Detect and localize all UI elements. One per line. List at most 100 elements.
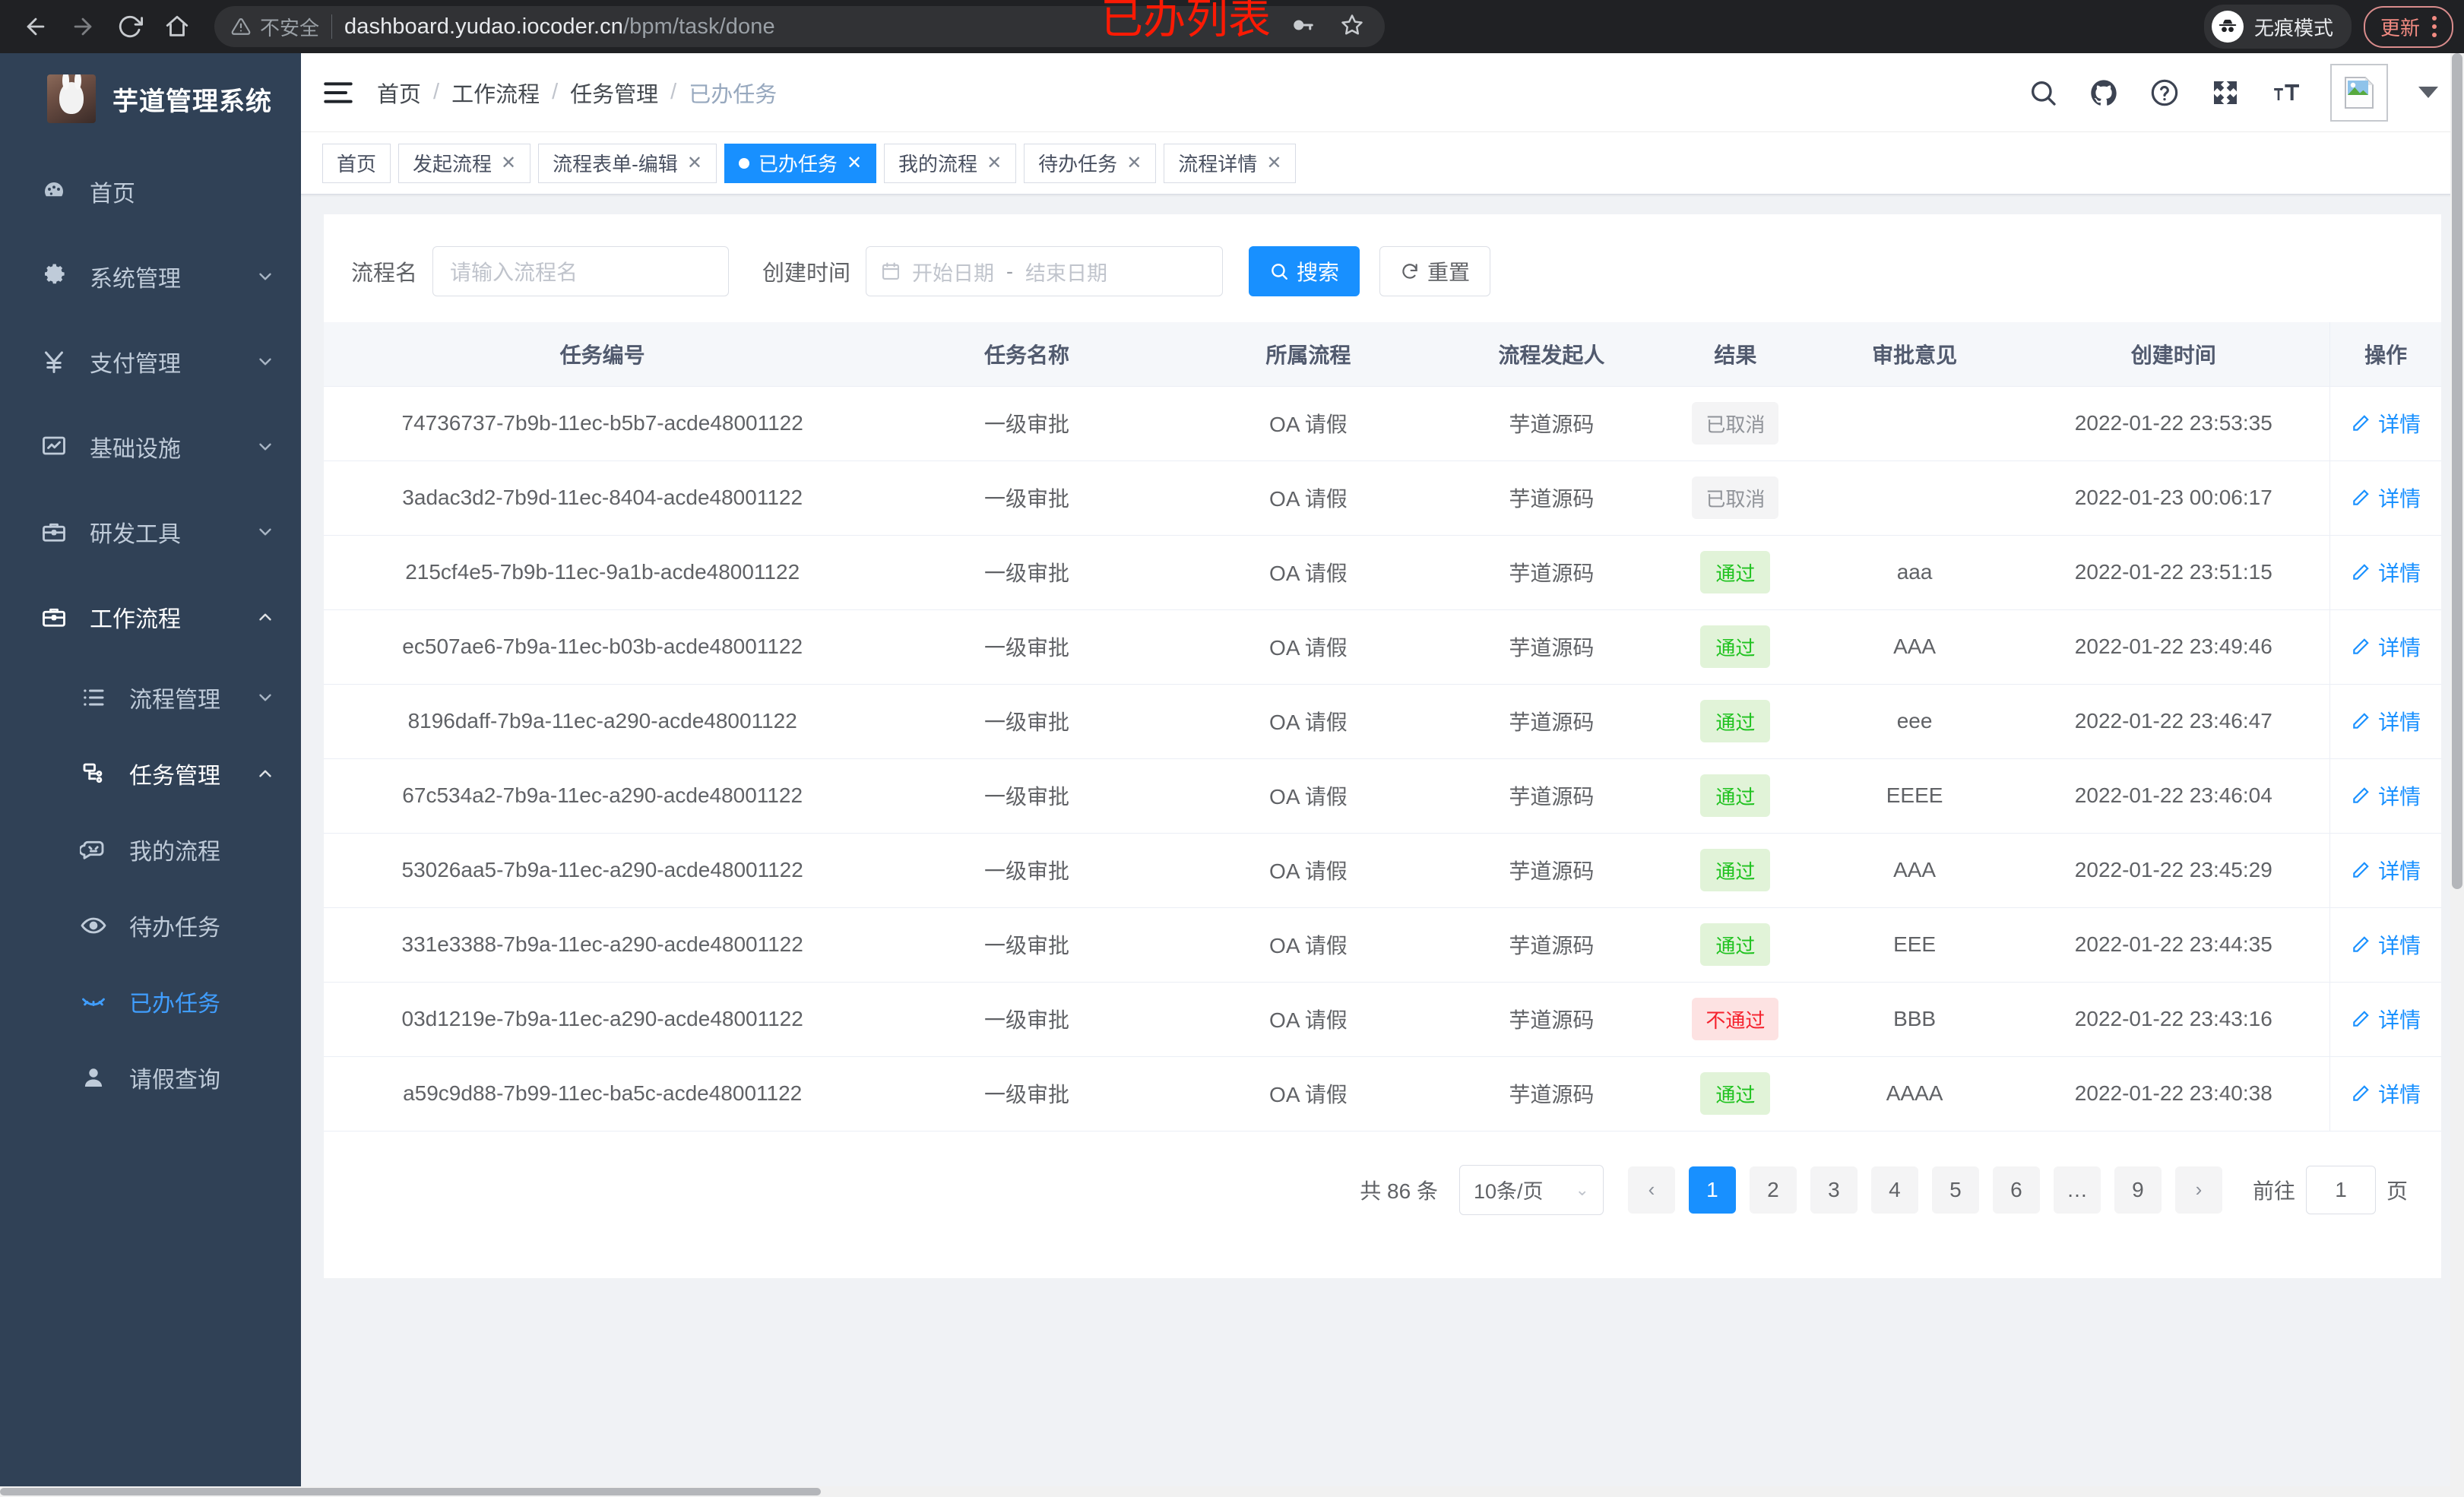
help-circle-icon[interactable] (2148, 76, 2181, 109)
page-button-3[interactable]: 3 (1810, 1166, 1858, 1214)
vertical-scrollbar[interactable] (2450, 53, 2464, 1497)
top-navbar: 首页 / 工作流程 / 任务管理 / 已办任务 (301, 53, 2464, 132)
page-button-2[interactable]: 2 (1749, 1166, 1797, 1214)
sidebar-item-my-process[interactable]: 我的流程 (0, 812, 301, 888)
detail-link[interactable]: 详情 (2351, 855, 2421, 885)
detail-link[interactable]: 详情 (2351, 483, 2421, 513)
sidebar-item-infrastructure[interactable]: 基础设施 (0, 404, 301, 489)
browser-toolbar: 不安全 dashboard.yudao.iocoder.cn/bpm/task/… (0, 0, 2464, 53)
forward-button[interactable] (59, 3, 106, 50)
search-button-label: 搜索 (1297, 261, 1340, 284)
cell-task-id: 67c534a2-7b9a-11ec-a290-acde48001122 (324, 758, 882, 834)
cell-created: 2022-01-22 23:46:04 (2017, 758, 2330, 834)
tab-close-icon[interactable]: ✕ (686, 152, 702, 173)
tab-done-task[interactable]: 已办任务 ✕ (724, 143, 877, 183)
tab-close-icon[interactable]: ✕ (1266, 152, 1282, 173)
tab-close-icon[interactable]: ✕ (846, 152, 863, 173)
breadcrumb-item-1[interactable]: 工作流程 (451, 82, 540, 107)
back-button[interactable] (12, 3, 59, 50)
cell-opinion: EEE (1811, 907, 2018, 983)
next-page-button[interactable]: › (2174, 1166, 2222, 1214)
sidebar-item-process-management[interactable]: 流程管理 (0, 660, 301, 736)
page-ellipsis-button[interactable]: … (2053, 1166, 2101, 1214)
avatar[interactable] (2330, 63, 2388, 122)
horizontal-scrollbar[interactable] (0, 1486, 2464, 1497)
tab-my-process[interactable]: 我的流程 ✕ (884, 143, 1017, 183)
incognito-indicator[interactable]: 无痕模式 (2203, 5, 2352, 49)
detail-link[interactable]: 详情 (2351, 929, 2421, 960)
search-button[interactable]: 搜索 (1249, 246, 1360, 296)
cell-process: OA 请假 (1172, 609, 1445, 685)
start-date-placeholder: 开始日期 (912, 261, 995, 285)
tab-home[interactable]: 首页 (322, 143, 391, 183)
breadcrumb-item-0[interactable]: 首页 (377, 82, 422, 107)
tab-process-form-edit[interactable]: 流程表单-编辑 ✕ (538, 143, 717, 183)
detail-link[interactable]: 详情 (2351, 1078, 2421, 1109)
brand-header[interactable]: 芋道管理系统 (0, 53, 301, 144)
cell-task-name: 一级审批 (881, 535, 1173, 610)
refresh-icon (1402, 264, 1417, 279)
sidebar-toggle-icon[interactable] (321, 75, 356, 110)
password-key-icon[interactable] (1292, 14, 1315, 40)
github-icon[interactable] (2087, 76, 2120, 109)
page-button-6[interactable]: 6 (1992, 1166, 2040, 1214)
vertical-scrollbar-thumb[interactable] (2452, 53, 2462, 889)
cell-task-id: 8196daff-7b9a-11ec-a290-acde48001122 (324, 684, 882, 759)
detail-link[interactable]: 详情 (2351, 780, 2421, 811)
tab-process-detail[interactable]: 流程详情 ✕ (1164, 143, 1297, 183)
sidebar-item-workflow[interactable]: 工作流程 (0, 574, 301, 660)
brand-logo-icon (47, 74, 96, 123)
tab-start-process[interactable]: 发起流程 ✕ (398, 143, 531, 183)
address-bar[interactable]: 不安全 dashboard.yudao.iocoder.cn/bpm/task/… (214, 6, 1385, 47)
sidebar-item-done-task[interactable]: 已办任务 (0, 964, 301, 1040)
detail-link[interactable]: 详情 (2351, 408, 2421, 438)
sidebar-item-home[interactable]: 首页 (0, 149, 301, 234)
prev-page-button[interactable]: ‹ (1627, 1166, 1675, 1214)
reload-button[interactable] (106, 3, 154, 50)
breadcrumb-item-2[interactable]: 任务管理 (570, 82, 659, 107)
search-icon[interactable] (2026, 76, 2060, 109)
security-label: 不安全 (260, 16, 320, 40)
process-name-input[interactable]: 请输入流程名 (432, 246, 730, 296)
tab-close-icon[interactable]: ✕ (1126, 152, 1142, 173)
cell-result: 通过 (1658, 609, 1812, 685)
detail-link[interactable]: 详情 (2351, 631, 2421, 662)
sidebar-item-todo-task[interactable]: 待办任务 (0, 888, 301, 964)
detail-link[interactable]: 详情 (2351, 1004, 2421, 1034)
chevron-down-icon: ⌄ (1575, 1179, 1589, 1199)
detail-link[interactable]: 详情 (2351, 557, 2421, 587)
incognito-icon (2211, 11, 2244, 43)
page-size-select[interactable]: 10条/页 ⌄ (1458, 1164, 1604, 1215)
bookmark-star-icon[interactable] (1341, 14, 1363, 40)
create-time-daterange[interactable]: 开始日期 - 结束日期 (866, 246, 1224, 296)
breadcrumb: 首页 / 工作流程 / 任务管理 / 已办任务 (377, 77, 777, 109)
page-button-4[interactable]: 4 (1870, 1166, 1918, 1214)
tab-todo-task[interactable]: 待办任务 ✕ (1024, 143, 1157, 183)
status-badge: 已取消 (1692, 402, 1779, 445)
col-task-name: 任务名称 (881, 322, 1173, 387)
page-button-5[interactable]: 5 (1931, 1166, 1979, 1214)
font-size-icon[interactable] (2269, 76, 2303, 109)
chevron-down-icon[interactable] (2418, 87, 2438, 98)
sidebar-item-label: 任务管理 (129, 764, 220, 789)
detail-link-label: 详情 (2378, 859, 2421, 883)
reset-button[interactable]: 重置 (1379, 246, 1491, 296)
page-button-1[interactable]: 1 (1688, 1166, 1736, 1214)
cell-initiator: 芋道源码 (1444, 386, 1659, 461)
sidebar-item-system[interactable]: 系统管理 (0, 234, 301, 319)
detail-link[interactable]: 详情 (2351, 706, 2421, 736)
horizontal-scrollbar-thumb[interactable] (0, 1488, 821, 1495)
chrome-menu-icon[interactable] (2428, 16, 2441, 37)
page-button-9[interactable]: 9 (2114, 1166, 2162, 1214)
jump-page-input[interactable]: 1 (2305, 1165, 2376, 1214)
home-button[interactable] (154, 3, 201, 50)
tab-label: 流程表单-编辑 (553, 153, 678, 176)
tab-close-icon[interactable]: ✕ (987, 152, 1002, 173)
sidebar-item-leave-query[interactable]: 请假查询 (0, 1040, 301, 1116)
fullscreen-icon[interactable] (2209, 76, 2242, 109)
update-button[interactable]: 更新 (2363, 5, 2453, 48)
sidebar-item-devtools[interactable]: 研发工具 (0, 489, 301, 574)
sidebar-item-task-management[interactable]: 任务管理 (0, 736, 301, 812)
tab-close-icon[interactable]: ✕ (501, 152, 517, 173)
sidebar-item-payment[interactable]: 支付管理 (0, 319, 301, 404)
